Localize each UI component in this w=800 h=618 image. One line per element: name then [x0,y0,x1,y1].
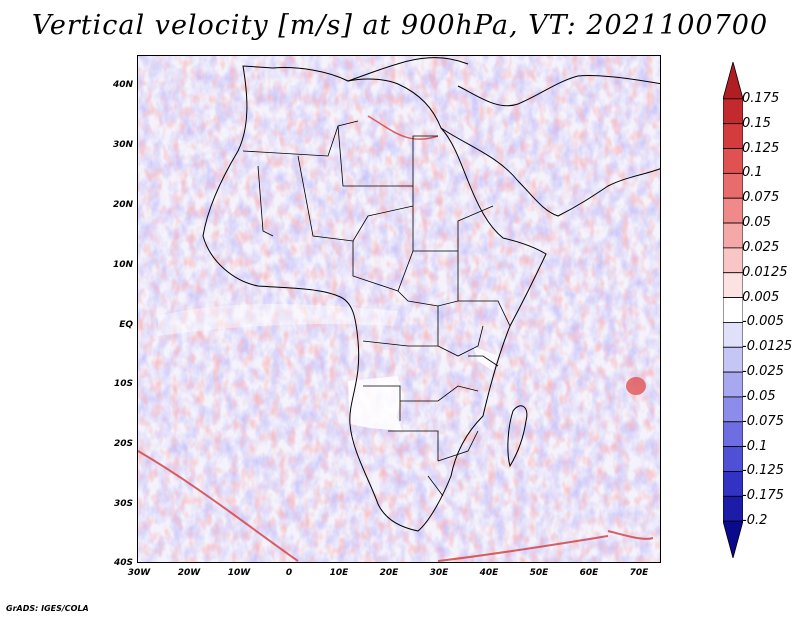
red-streaks [138,115,654,562]
grads-credit: GrADS: IGES/COLA [6,604,89,613]
colorbar-segment [723,98,743,125]
colorbar-segment [723,346,743,373]
lon-label-60e: 60E [579,568,599,578]
colorbar-segment [723,197,743,224]
colorbar [723,62,743,558]
colorbar-segment [723,297,743,323]
colorbar-label: -0.075 [742,413,784,429]
colorbar-label: -0.025 [742,364,784,380]
borders [242,120,511,497]
lat-label-40n: 40N [112,80,133,90]
lat-label-30n: 30N [112,140,133,150]
colorbar-label: 0.05 [742,215,771,231]
colorbar-label: 0.15 [742,115,771,131]
map-title: Vertical velocity [m/s] at 900hPa, VT: 2… [31,10,769,41]
colorbar-label: -0.1 [742,438,768,454]
map-canvas [138,56,660,562]
lon-label-30w: 30W [127,568,151,578]
colorbar-segment [723,123,743,149]
colorbar-label: 0.025 [742,239,780,255]
lat-label-eq: EQ [119,320,133,330]
lon-label-70e: 70E [629,568,649,578]
colorbar-segment [723,247,743,274]
colorbar-segment [723,495,743,522]
lon-label-10w: 10W [227,568,251,578]
colorbar-segment [723,446,743,472]
colorbar-segment [723,62,743,100]
colorbar-segment [723,172,743,199]
colorbar-label: 0.075 [742,190,780,206]
colorbar-segment [723,371,743,398]
colorbar-label: 0.1 [742,165,763,181]
map-plot-area[interactable] [137,55,661,563]
lon-label-40e: 40E [479,568,499,578]
lat-label-10n: 10N [112,260,133,270]
colorbar-segment [723,396,743,423]
colorbar-segment [723,421,743,448]
colorbar-label: -0.05 [742,388,776,404]
colorbar-segment [723,148,743,174]
lon-label-20e: 20E [379,568,399,578]
colorbar-segment [723,322,743,348]
colorbar-segment [723,272,743,298]
coastlines [202,57,660,532]
colorbar-segment [723,471,743,497]
lon-label-30e: 30E [429,568,449,578]
lon-label-0: 0 [285,568,293,578]
colorbar-label: -0.005 [742,314,784,330]
colorbar-label: -0.125 [742,463,784,479]
calm-areas [158,304,498,431]
colorbar-label: -0.0125 [742,339,793,355]
lat-label-30s: 30S [113,499,133,509]
lat-label-20s: 20S [113,439,133,449]
colorbar-label: 0.125 [742,140,780,156]
lon-label-20w: 20W [177,568,201,578]
lat-label-10s: 10S [113,379,133,389]
colorbar-label: 0.005 [742,289,780,305]
red-cyclone [626,377,646,395]
colorbar-label: -0.175 [742,488,784,504]
colorbar-label: 0.0125 [742,264,788,280]
field-noise [138,56,660,562]
lon-label-10e: 10E [329,568,349,578]
colorbar-segment [723,222,743,249]
lat-label-20n: 20N [112,200,133,210]
lon-label-50e: 50E [529,568,549,578]
lat-label-40s: 40S [113,558,133,568]
colorbar-label: -0.2 [742,513,768,529]
colorbar-segment [723,520,743,558]
colorbar-label: 0.175 [742,90,780,106]
